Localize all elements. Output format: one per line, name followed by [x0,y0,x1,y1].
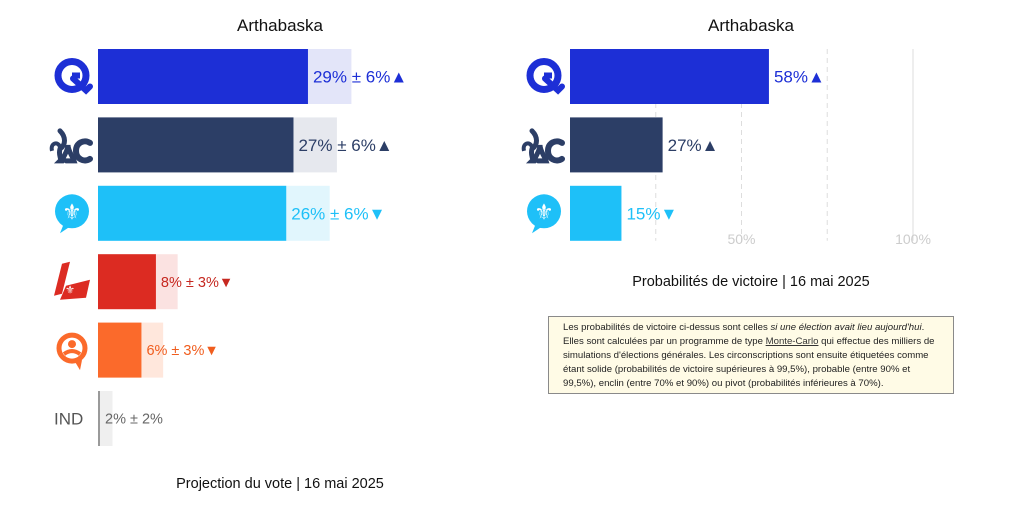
pcq-logo-icon: ⚜ [54,261,90,300]
party-logos: ⚜ ⚜ IND [49,58,93,429]
probability-chart-caption: Probabilités de victoire | 16 mai 2025 [632,274,870,290]
margin-band [98,391,113,446]
vote-bar [98,322,142,378]
probability-value-label: 15%▼ [626,204,677,223]
plq-logo-icon [49,128,93,164]
caq-logo-icon [54,58,93,95]
party-logos: ⚜ [521,58,565,234]
note-text: Les probabilités de victoire ci-dessus s… [563,322,771,333]
probability-value-label: 27%▲ [668,136,719,155]
vote-value-label: 2% ± 2% [105,412,163,428]
vote-value-label: 8% ± 3%▼ [161,275,233,291]
probability-bar [570,49,769,104]
win-probability-chart: Arthabaska ⚜ 58%▲ 27%▲ 15%▼ 50% 100% Probab… [521,16,931,290]
vote-bar [98,185,287,241]
methodology-note: Les probabilités de victoire ci-dessus s… [548,316,954,394]
pq-logo-icon: ⚜ [527,194,561,234]
plq-logo-icon [521,128,565,164]
svg-text:⚜: ⚜ [534,199,554,224]
vote-value-label: 6% ± 3%▼ [146,343,218,359]
tick-label: 50% [727,231,755,247]
vote-projection-chart: Arthabaska ⚜ ⚜ IND 29% ± 6%▲ 27% ± 6%▲ 26% ±… [49,16,407,492]
vote-chart-title: Arthabaska [237,16,324,35]
qs-logo-icon [56,332,88,371]
tick-label: 100% [895,231,931,247]
probability-bars: 58%▲ 27%▲ 15%▼ [570,49,825,241]
note-emphasis: si une élection avait lieu aujourd'hui [770,322,922,333]
note-text: qui effectue des milliers de simulations… [563,336,935,389]
vote-bar [98,254,156,310]
vote-bar [98,391,100,446]
vote-value-label: 26% ± 6%▼ [291,204,385,223]
probability-bar [570,117,663,173]
vote-bars: 29% ± 6%▲ 27% ± 6%▲ 26% ± 6%▼ 8% ± 3%▼ 6% ± … [98,49,407,446]
svg-text:⚜: ⚜ [62,199,82,224]
probability-chart-title: Arthabaska [708,16,795,35]
monte-carlo-link[interactable]: Monte-Carlo [765,336,819,347]
vote-chart-caption: Projection du vote | 16 mai 2025 [176,476,384,492]
svg-text:⚜: ⚜ [65,285,75,297]
vote-value-label: 27% ± 6%▲ [298,136,392,155]
vote-bar [98,117,294,173]
pq-logo-icon: ⚜ [55,194,89,234]
probability-tick-labels: 50% 100% [727,231,930,247]
independent-label: IND [54,410,83,429]
probability-value-label: 58%▲ [774,68,825,87]
probability-bar [570,185,622,241]
vote-bar [98,49,308,104]
caq-logo-icon [526,58,565,95]
vote-value-label: 29% ± 6%▲ [313,67,407,86]
note-text: . Elles sont calculées par un programme … [563,322,925,347]
